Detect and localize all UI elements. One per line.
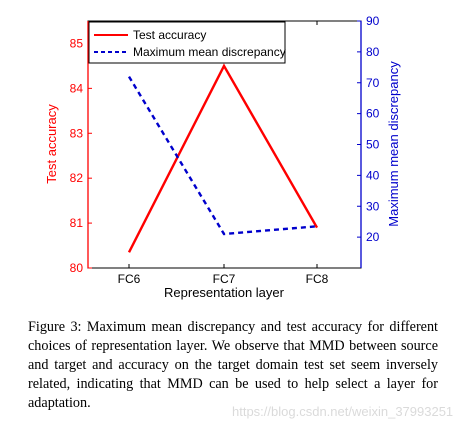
right-tick-label: 40 xyxy=(366,168,380,182)
x-axis-ticks: FC6 FC7 FC8 xyxy=(118,21,329,286)
right-axis-label: Maximum mean discrepancy xyxy=(386,61,401,227)
x-tick-label: FC8 xyxy=(306,272,329,286)
right-tick-label: 30 xyxy=(366,199,380,213)
watermark: https://blog.csdn.net/weixin_37993251 xyxy=(232,404,453,419)
series-test-accuracy-line xyxy=(127,63,319,253)
x-tick-label: FC7 xyxy=(213,272,236,286)
left-axis-ticks: 80 81 82 83 84 85 xyxy=(70,36,92,275)
left-tick-label: 84 xyxy=(70,81,84,95)
right-tick-label: 80 xyxy=(366,45,380,59)
legend-label-test-accuracy: Test accuracy xyxy=(133,28,206,42)
left-tick-label: 81 xyxy=(70,216,84,230)
right-tick-label: 60 xyxy=(366,107,380,121)
legend: Test accuracy Maximum mean discrepancy xyxy=(88,21,286,64)
left-tick-label: 82 xyxy=(70,171,84,185)
right-tick-label: 70 xyxy=(366,76,380,90)
right-tick-label: 20 xyxy=(366,230,380,244)
left-tick-label: 85 xyxy=(70,36,84,50)
left-tick-label: 80 xyxy=(70,261,84,275)
legend-label-mmd: Maximum mean discrepancy xyxy=(133,45,286,59)
left-tick-label: 83 xyxy=(70,126,84,140)
right-tick-label: 50 xyxy=(366,138,380,152)
right-tick-label: 90 xyxy=(366,14,380,28)
x-axis-label: Representation layer xyxy=(164,285,285,300)
left-axis-label: Test accuracy xyxy=(44,104,59,184)
x-tick-label: FC6 xyxy=(118,272,141,286)
series-mmd-line xyxy=(127,75,318,236)
figure-caption: Figure 3: Maximum mean discrepancy and t… xyxy=(28,319,438,411)
legend-box xyxy=(88,21,286,64)
right-axis-ticks: 20 30 40 50 60 70 80 90 xyxy=(357,14,380,244)
series-layer xyxy=(127,63,319,253)
